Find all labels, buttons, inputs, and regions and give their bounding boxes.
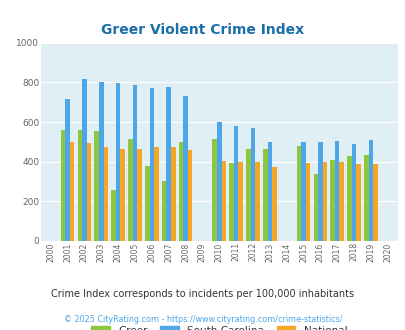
Bar — [120, 149, 125, 241]
Bar — [245, 149, 250, 241]
Bar — [296, 146, 301, 241]
Bar — [87, 143, 91, 241]
Bar — [61, 130, 65, 241]
Text: Crime Index corresponds to incidents per 100,000 inhabitants: Crime Index corresponds to incidents per… — [51, 289, 354, 299]
Bar — [313, 174, 317, 241]
Bar — [70, 142, 74, 241]
Bar — [238, 162, 242, 241]
Bar — [103, 147, 108, 241]
Bar — [132, 85, 137, 241]
Bar — [111, 190, 115, 241]
Bar — [128, 139, 132, 241]
Bar — [255, 162, 259, 241]
Bar — [183, 96, 188, 241]
Bar — [356, 164, 360, 241]
Bar — [212, 139, 216, 241]
Bar — [162, 182, 166, 241]
Bar — [351, 144, 356, 241]
Bar — [317, 142, 322, 241]
Bar — [363, 155, 368, 241]
Bar — [216, 122, 221, 241]
Bar — [339, 162, 343, 241]
Bar — [137, 149, 141, 241]
Bar — [346, 156, 351, 241]
Bar — [271, 167, 276, 241]
Bar — [115, 83, 120, 241]
Bar — [262, 149, 267, 241]
Bar — [82, 79, 87, 241]
Bar — [221, 161, 226, 241]
Text: Greer Violent Crime Index: Greer Violent Crime Index — [101, 23, 304, 37]
Bar — [178, 142, 183, 241]
Bar — [149, 88, 154, 241]
Bar — [77, 130, 82, 241]
Legend: Greer, South Carolina, National: Greer, South Carolina, National — [87, 321, 351, 330]
Bar — [322, 162, 326, 241]
Bar — [368, 140, 372, 241]
Bar — [188, 150, 192, 241]
Bar — [267, 143, 271, 241]
Bar — [334, 141, 339, 241]
Bar — [94, 131, 99, 241]
Bar — [65, 99, 70, 241]
Bar — [330, 160, 334, 241]
Bar — [145, 166, 149, 241]
Bar — [229, 163, 233, 241]
Text: © 2025 CityRating.com - https://www.cityrating.com/crime-statistics/: © 2025 CityRating.com - https://www.city… — [64, 315, 341, 324]
Bar — [99, 82, 103, 241]
Bar — [233, 126, 238, 241]
Bar — [372, 164, 377, 241]
Bar — [171, 148, 175, 241]
Bar — [154, 147, 158, 241]
Bar — [166, 87, 171, 241]
Bar — [301, 142, 305, 241]
Bar — [305, 163, 309, 241]
Bar — [250, 128, 255, 241]
